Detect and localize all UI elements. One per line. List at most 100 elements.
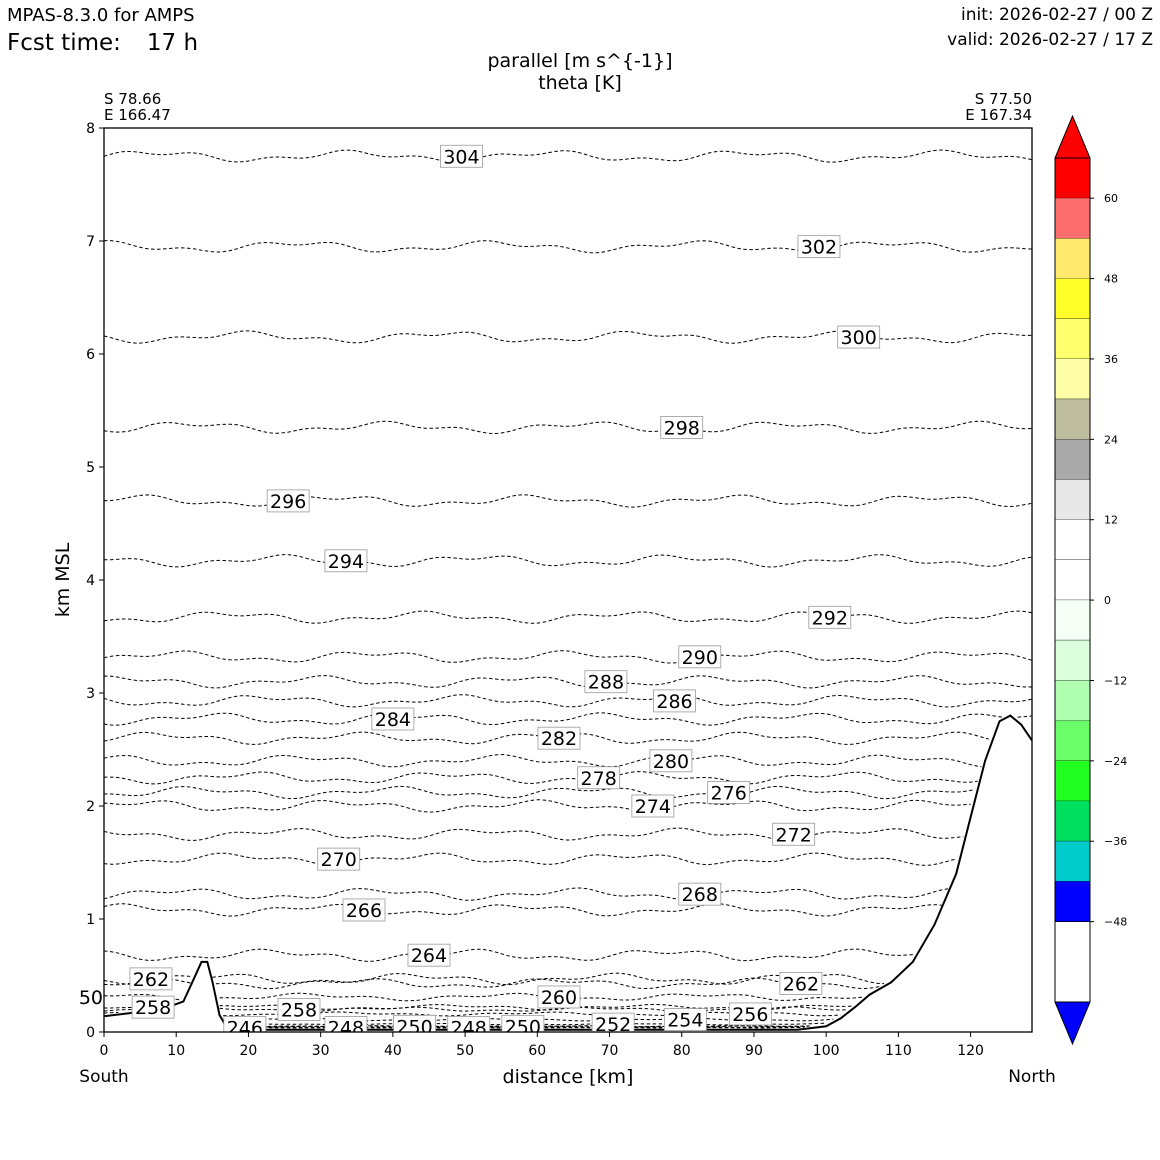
y-tick-label: 6	[86, 347, 95, 363]
contour-label-box	[591, 1012, 635, 1032]
contour-label-box	[447, 1016, 491, 1032]
contour-label-text: 262	[783, 973, 819, 995]
y-axis-label: km MSL	[52, 542, 74, 617]
contour-label: 248	[447, 1016, 491, 1032]
contour-label-text: 300	[841, 327, 877, 349]
edge-clipped-label: 50	[79, 987, 103, 1009]
contour-label: 276	[707, 781, 751, 804]
contour-label-box	[129, 967, 173, 991]
theta-isoline	[104, 420, 1032, 435]
theta-isoline	[104, 650, 1032, 664]
colorbar-swatch	[1055, 439, 1090, 480]
contour-label-text: 272	[776, 824, 812, 846]
colorbar-swatch	[1055, 559, 1090, 601]
theta-isoline	[104, 771, 978, 785]
contour-label: 270	[317, 847, 361, 871]
colorbar-swatch	[1055, 760, 1090, 802]
colorbar-swatch	[1055, 801, 1090, 842]
theta-isoline	[226, 1022, 827, 1026]
contour-label: 252	[591, 1012, 635, 1036]
colorbar-swatch	[1055, 399, 1090, 440]
contour-label-text: 280	[653, 751, 689, 773]
contour-label-text: 276	[711, 782, 747, 804]
colorbar-swatch	[1055, 881, 1090, 922]
contour-label: 278	[577, 766, 621, 790]
contour-label: 268	[678, 882, 722, 906]
theta-isoline	[104, 240, 1032, 254]
theta-isolines	[104, 149, 1032, 1029]
contour-labels: 304 302 300 298 296 294 292 290 288 286 284 282 280 2…	[129, 144, 881, 1038]
contour-label-box	[660, 416, 704, 439]
contour-label: 282	[537, 726, 581, 750]
terrain-line	[104, 714, 1032, 1031]
theta-isoline	[104, 948, 913, 962]
south-label: South	[79, 1067, 128, 1087]
contour-label: 286	[653, 689, 696, 713]
x-tick-label: 120	[957, 1043, 984, 1059]
theta-isoline	[104, 610, 1032, 624]
colorbar-tick-label: 60	[1104, 192, 1118, 205]
right-end-lat: S 77.50	[975, 90, 1032, 108]
contour-label-text: 292	[812, 607, 848, 629]
contour-label: 284	[371, 707, 415, 731]
colorbar-swatch	[1055, 158, 1090, 199]
colorbar-tick-label: 24	[1104, 433, 1118, 446]
contour-label-text: 250	[505, 1016, 541, 1038]
colorbar-swatch	[1055, 841, 1090, 882]
colorbar-swatch	[1055, 680, 1090, 721]
contour-label-box	[663, 1008, 707, 1031]
contour-label: 258	[131, 995, 175, 1019]
contour-label-box	[707, 781, 751, 804]
x-tick-label: 110	[885, 1043, 912, 1059]
contour-label-box	[223, 1016, 267, 1032]
contour-label: 254	[663, 1008, 707, 1032]
colorbar: 60 48 36 24 12 0 −12 −24 −36 −48	[1054, 114, 1127, 1046]
theta-isoline	[104, 554, 1032, 568]
contour-label-text: 252	[595, 1014, 631, 1036]
colorbar-over-arrow	[1054, 114, 1091, 159]
model-name: MPAS-8.3.0 for AMPS	[7, 5, 195, 26]
theta-isoline	[104, 712, 1032, 726]
y-axis-ticks: 0 1 2 3 4 5 6 7 8	[86, 121, 104, 1041]
theta-isoline	[104, 494, 1032, 508]
x-tick-label: 100	[813, 1043, 840, 1059]
contour-label: 304	[440, 144, 483, 168]
contour-label: 258	[277, 998, 321, 1021]
valid-time: valid: 2026-02-27 / 17 Z	[947, 30, 1153, 50]
theta-isoline	[104, 694, 1032, 708]
theta-isoline	[104, 330, 1032, 344]
contour-label-text: 258	[281, 999, 317, 1021]
contour-label-box	[324, 1016, 368, 1032]
contour-label: 264	[407, 943, 451, 967]
contour-label: 262	[129, 967, 173, 991]
contour-label-box	[317, 847, 361, 871]
contour-label-text: 304	[443, 146, 479, 168]
contour-label-box	[407, 943, 451, 967]
contour-label-box	[728, 1002, 772, 1026]
theta-isoline	[104, 675, 1032, 689]
contour-label-box	[277, 998, 321, 1021]
colorbar-tick-label: −36	[1104, 835, 1127, 848]
y-tick-label: 8	[86, 121, 95, 137]
colorbar-tick-label: −24	[1104, 755, 1127, 768]
contour-label-box	[649, 749, 693, 773]
right-end-lon: E 167.34	[965, 106, 1032, 124]
x-tick-label: 40	[384, 1043, 402, 1059]
x-tick-label: 90	[745, 1043, 763, 1059]
x-tick-label: 30	[312, 1043, 330, 1059]
terrain-profile	[104, 714, 1032, 1031]
contour-label: 248	[324, 1016, 368, 1032]
colorbar-tick-label: 36	[1104, 353, 1118, 366]
contour-label: 260	[537, 985, 581, 1009]
x-axis-ticks: 0 10 20 30 40 50 60 70 80 90 100 110 120	[100, 1032, 984, 1059]
contour-label-box	[324, 549, 368, 573]
left-end-lat: S 78.66	[104, 90, 161, 108]
contour-label-text: 264	[411, 945, 447, 967]
colorbar-swatch	[1055, 600, 1090, 641]
theta-isoline	[104, 785, 975, 800]
contour-label: 272	[772, 822, 816, 846]
contour-label-text: 302	[801, 237, 837, 259]
contour-label-text: 266	[346, 900, 382, 922]
x-tick-label: 50	[456, 1043, 474, 1059]
contour-label-text: 250	[396, 1016, 432, 1038]
